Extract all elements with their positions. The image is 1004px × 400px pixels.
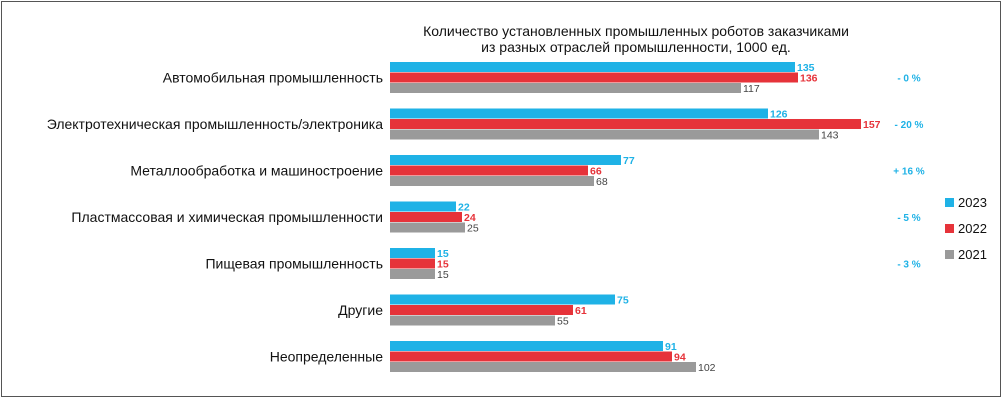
data-label-2022: 24 [464, 212, 476, 224]
legend-swatch-2021 [945, 250, 954, 259]
change-label: - 5 % [897, 213, 920, 224]
data-label-2022: 94 [674, 352, 686, 364]
bar-2021 [390, 83, 741, 93]
bar-2022 [390, 305, 573, 315]
legend-swatch-2023 [945, 198, 954, 207]
category-label: Пищевая промышленность [205, 256, 383, 272]
data-label-2023: 15 [437, 248, 449, 260]
data-label-2023: 77 [623, 155, 635, 167]
bar-2022 [390, 165, 588, 176]
bar-2022 [390, 72, 798, 83]
bar-2023 [390, 62, 795, 72]
bar-2021 [390, 222, 465, 233]
bar-2023 [390, 108, 768, 119]
category-label: Автомобильная промышленность [163, 70, 383, 86]
chart-title-line-2: из разных отраслей промышленности, 1000 … [481, 39, 791, 55]
data-label-2021: 25 [467, 223, 479, 235]
change-label: - 0 % [897, 74, 920, 85]
data-label-2023: 126 [770, 109, 788, 121]
chart-title-line-1: Количество установленных промышленных ро… [423, 23, 849, 39]
data-label-2021: 15 [437, 269, 449, 281]
change-label: + 16 % [893, 167, 925, 178]
bar-2022 [390, 258, 435, 269]
data-label-2023: 135 [797, 62, 815, 74]
data-label-2021: 102 [698, 362, 716, 374]
data-label-2021: 55 [557, 316, 569, 328]
bar-2023 [390, 201, 456, 212]
bar-2023 [390, 294, 615, 305]
bar-2021 [390, 176, 594, 186]
category-label: Электротехническая промышленность/электр… [47, 116, 383, 132]
data-label-2021: 143 [821, 130, 839, 142]
legend-label-2022: 2022 [958, 221, 987, 236]
bar-2022 [390, 212, 462, 222]
bar-2022 [390, 351, 672, 362]
bar-2023 [390, 248, 435, 258]
data-label-2023: 22 [458, 202, 470, 214]
data-label-2022: 66 [590, 166, 602, 178]
bar-2021 [390, 315, 555, 326]
category-label: Металлообработка и машиностроение [130, 163, 383, 179]
bar-2023 [390, 341, 663, 351]
bar-2021 [390, 269, 435, 279]
data-label-2022: 61 [575, 305, 587, 317]
bar-2021 [390, 362, 696, 372]
category-label: Другие [338, 302, 383, 318]
data-label-2022: 15 [437, 259, 449, 271]
data-label-2021: 68 [596, 176, 608, 188]
legend-label-2021: 2021 [958, 247, 987, 262]
data-label-2023: 75 [617, 295, 629, 307]
bar-2021 [390, 129, 819, 140]
data-label-2021: 117 [743, 83, 760, 95]
bar-2022 [390, 119, 861, 129]
change-label: - 20 % [895, 120, 924, 131]
bar-2023 [390, 155, 621, 165]
data-label-2022: 157 [863, 119, 881, 131]
change-label: - 3 % [897, 260, 920, 271]
legend-label-2023: 2023 [958, 195, 987, 210]
category-label: Неопределенные [270, 349, 383, 365]
data-label-2023: 91 [665, 341, 677, 353]
legend-swatch-2022 [945, 224, 954, 233]
data-label-2022: 136 [800, 73, 818, 85]
category-label: Пластмассовая и химическая промышленност… [71, 209, 383, 225]
